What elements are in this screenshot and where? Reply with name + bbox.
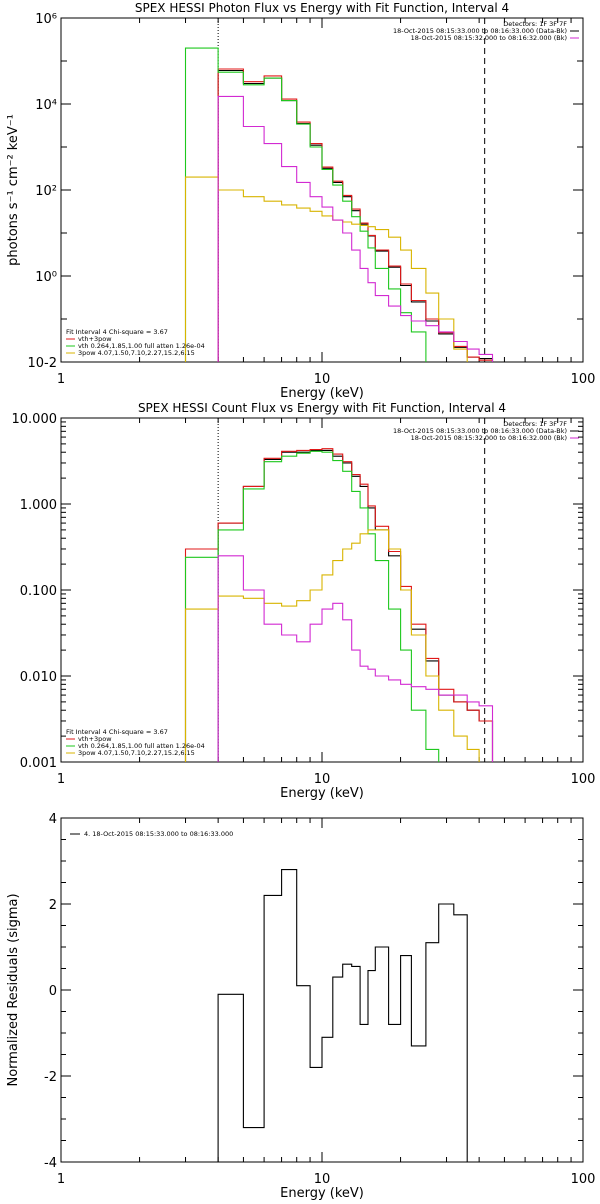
y-tick-label: 0.010	[20, 670, 57, 685]
y-tick-label: 2	[49, 898, 57, 913]
y-tick-label: 1.000	[20, 498, 57, 513]
y-tick-label: 0	[49, 984, 57, 999]
plot-frame	[60, 17, 584, 363]
series-bk	[217, 555, 494, 762]
y-tick-label: 0.100	[20, 584, 57, 599]
x-tick-label: 1	[57, 372, 65, 387]
chart-title: SPEX HESSI Photon Flux vs Energy with Fi…	[135, 1, 509, 15]
series-group	[184, 448, 494, 762]
series-vth-3pow	[184, 448, 494, 762]
plot-frame	[60, 817, 584, 1163]
panel-2	[60, 417, 584, 763]
fit-info: Fit Interval 4 Chi-square = 3.67	[66, 728, 168, 736]
chart-title: SPEX HESSI Count Flux vs Energy with Fit…	[138, 401, 506, 415]
series-3pow	[184, 176, 468, 362]
x-axis-label: Energy (keV)	[280, 386, 364, 401]
x-tick-label: 1	[57, 772, 65, 787]
x-tick-label: 100	[571, 372, 596, 387]
y-tick-label: 10.000	[12, 412, 58, 427]
fit-legend-entry: vth+3pow	[78, 735, 112, 743]
x-tick-label: 100	[571, 772, 596, 787]
header-legend-entry: 18-Oct-2015 08:15:32.000 to 08:16:32.000…	[411, 434, 567, 442]
x-tick-label: 10	[314, 372, 331, 387]
x-axis-label: Energy (keV)	[280, 786, 364, 801]
detectors-label: Detectors: 1F 3F 7F	[503, 420, 567, 428]
header-legend-entry: 18-Oct-2015 08:15:33.000 to 08:16:33.000…	[393, 27, 567, 35]
y-tick-label: 4	[49, 812, 57, 827]
fit-legend-entry: 3pow 4.07,1.50,7.10,2.27,15.2,6.15	[78, 749, 195, 757]
y-tick-label: 10⁴	[35, 98, 57, 113]
series-3pow	[184, 529, 480, 762]
series-data-bk	[217, 449, 494, 762]
y-tick-label: 10-2	[27, 356, 57, 371]
y-axis-label: Normalized Residuals (sigma)	[6, 893, 21, 1086]
y-tick-label: -2	[44, 1070, 57, 1085]
x-tick-label: 10	[314, 772, 331, 787]
y-tick-label: -4	[44, 1156, 57, 1171]
series-residuals	[217, 869, 468, 1162]
x-tick-label: 100	[571, 1172, 596, 1187]
series-bk	[217, 95, 494, 362]
series-group	[217, 869, 468, 1162]
series-vth	[184, 450, 440, 762]
x-tick-label: 1	[57, 1172, 65, 1187]
fit-legend-entry: vth+3pow	[78, 335, 112, 343]
y-tick-label: 10⁶	[35, 12, 57, 27]
panel-1	[60, 17, 584, 363]
x-tick-label: 10	[314, 1172, 331, 1187]
series-vth-3pow	[217, 68, 494, 362]
y-tick-label: 10²	[35, 184, 57, 199]
fit-info: Fit Interval 4 Chi-square = 3.67	[66, 328, 168, 336]
fit-legend-entry: 3pow 4.07,1.50,7.10,2.27,15.2,6.15	[78, 349, 195, 357]
y-axis-label: photons s⁻¹ cm⁻² keV⁻¹	[6, 114, 21, 266]
x-axis-label: Energy (keV)	[280, 1186, 364, 1200]
fit-legend-entry: vth 0.264,1.85,1.00 full atten 1.26e-04	[78, 742, 205, 750]
header-legend-entry: 18-Oct-2015 08:15:32.000 to 08:16:32.000…	[411, 34, 567, 42]
panel-3	[60, 817, 584, 1163]
detectors-label: Detectors: 1F 3F 7F	[503, 20, 567, 28]
series-vth	[184, 47, 427, 362]
header-legend-entry: 18-Oct-2015 08:15:33.000 to 08:16:33.000…	[393, 427, 567, 435]
y-tick-label: 10⁰	[35, 270, 57, 285]
y-tick-label: 0.001	[20, 756, 57, 771]
residual-legend-entry: 4. 18-Oct-2015 08:15:33.000 to 08:16:33.…	[84, 830, 233, 838]
series-group	[184, 47, 494, 362]
fit-legend-entry: vth 0.264,1.85,1.00 full atten 1.26e-04	[78, 342, 205, 350]
